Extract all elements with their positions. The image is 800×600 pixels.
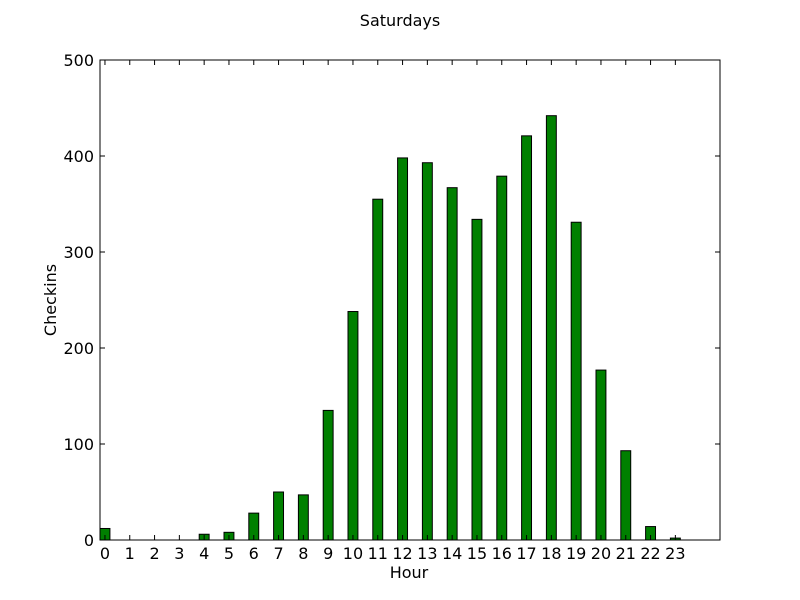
x-tick-label: 0: [100, 544, 110, 563]
x-tick-label: 19: [566, 544, 586, 563]
bar-hour-15: [471, 218, 483, 541]
bar-hour-8: [297, 494, 309, 541]
bar-hour-9: [322, 409, 334, 541]
x-tick-label: 17: [516, 544, 536, 563]
x-tick-label: 10: [343, 544, 363, 563]
x-tick-label: 23: [665, 544, 685, 563]
chart-title: Saturdays: [360, 11, 440, 30]
x-tick-label: 15: [467, 544, 487, 563]
y-axis-label: Checkins: [41, 264, 60, 336]
y-tick-label: 0: [84, 531, 94, 550]
bar-hour-7: [273, 491, 285, 541]
y-tick-label: 500: [63, 51, 94, 70]
x-tick-label: 5: [224, 544, 234, 563]
x-tick-label: 18: [541, 544, 561, 563]
ticks-layer: 0 1 2 3 4 5 6 7 8 9 10 11 12 13 14 15 16 17 18 19 20 21 22 2301…: [63, 51, 720, 563]
bar-hour-21: [620, 450, 632, 541]
x-tick-label: 16: [492, 544, 512, 563]
x-tick-label: 9: [323, 544, 333, 563]
x-tick-label: 21: [616, 544, 636, 563]
y-tick-label: 400: [63, 147, 94, 166]
bar-hour-10: [347, 311, 359, 541]
x-tick-label: 2: [149, 544, 159, 563]
x-tick-label: 7: [273, 544, 283, 563]
plot-frame: [99, 59, 721, 541]
bar-hour-13: [421, 162, 433, 541]
bar-hour-17: [521, 135, 533, 541]
x-tick-label: 4: [199, 544, 209, 563]
x-tick-label: 14: [442, 544, 462, 563]
bar-hour-12: [397, 157, 409, 541]
x-tick-label: 22: [640, 544, 660, 563]
bar-hour-14: [446, 187, 458, 541]
bar-hour-16: [496, 175, 508, 541]
bar-hour-11: [372, 198, 384, 541]
x-tick-label: 8: [298, 544, 308, 563]
y-tick-label: 100: [63, 435, 94, 454]
bar-hour-20: [595, 369, 607, 541]
x-tick-label: 3: [174, 544, 184, 563]
bar-hour-18: [545, 115, 557, 541]
x-tick-label: 20: [591, 544, 611, 563]
x-tick-label: 6: [249, 544, 259, 563]
bars-layer: [99, 115, 681, 541]
x-tick-label: 12: [392, 544, 412, 563]
y-tick-label: 200: [63, 339, 94, 358]
x-tick-label: 13: [417, 544, 437, 563]
x-tick-label: 11: [368, 544, 388, 563]
bar-hour-19: [570, 221, 582, 541]
x-axis-label: Hour: [390, 563, 429, 582]
x-tick-label: 1: [125, 544, 135, 563]
y-tick-label: 300: [63, 243, 94, 262]
